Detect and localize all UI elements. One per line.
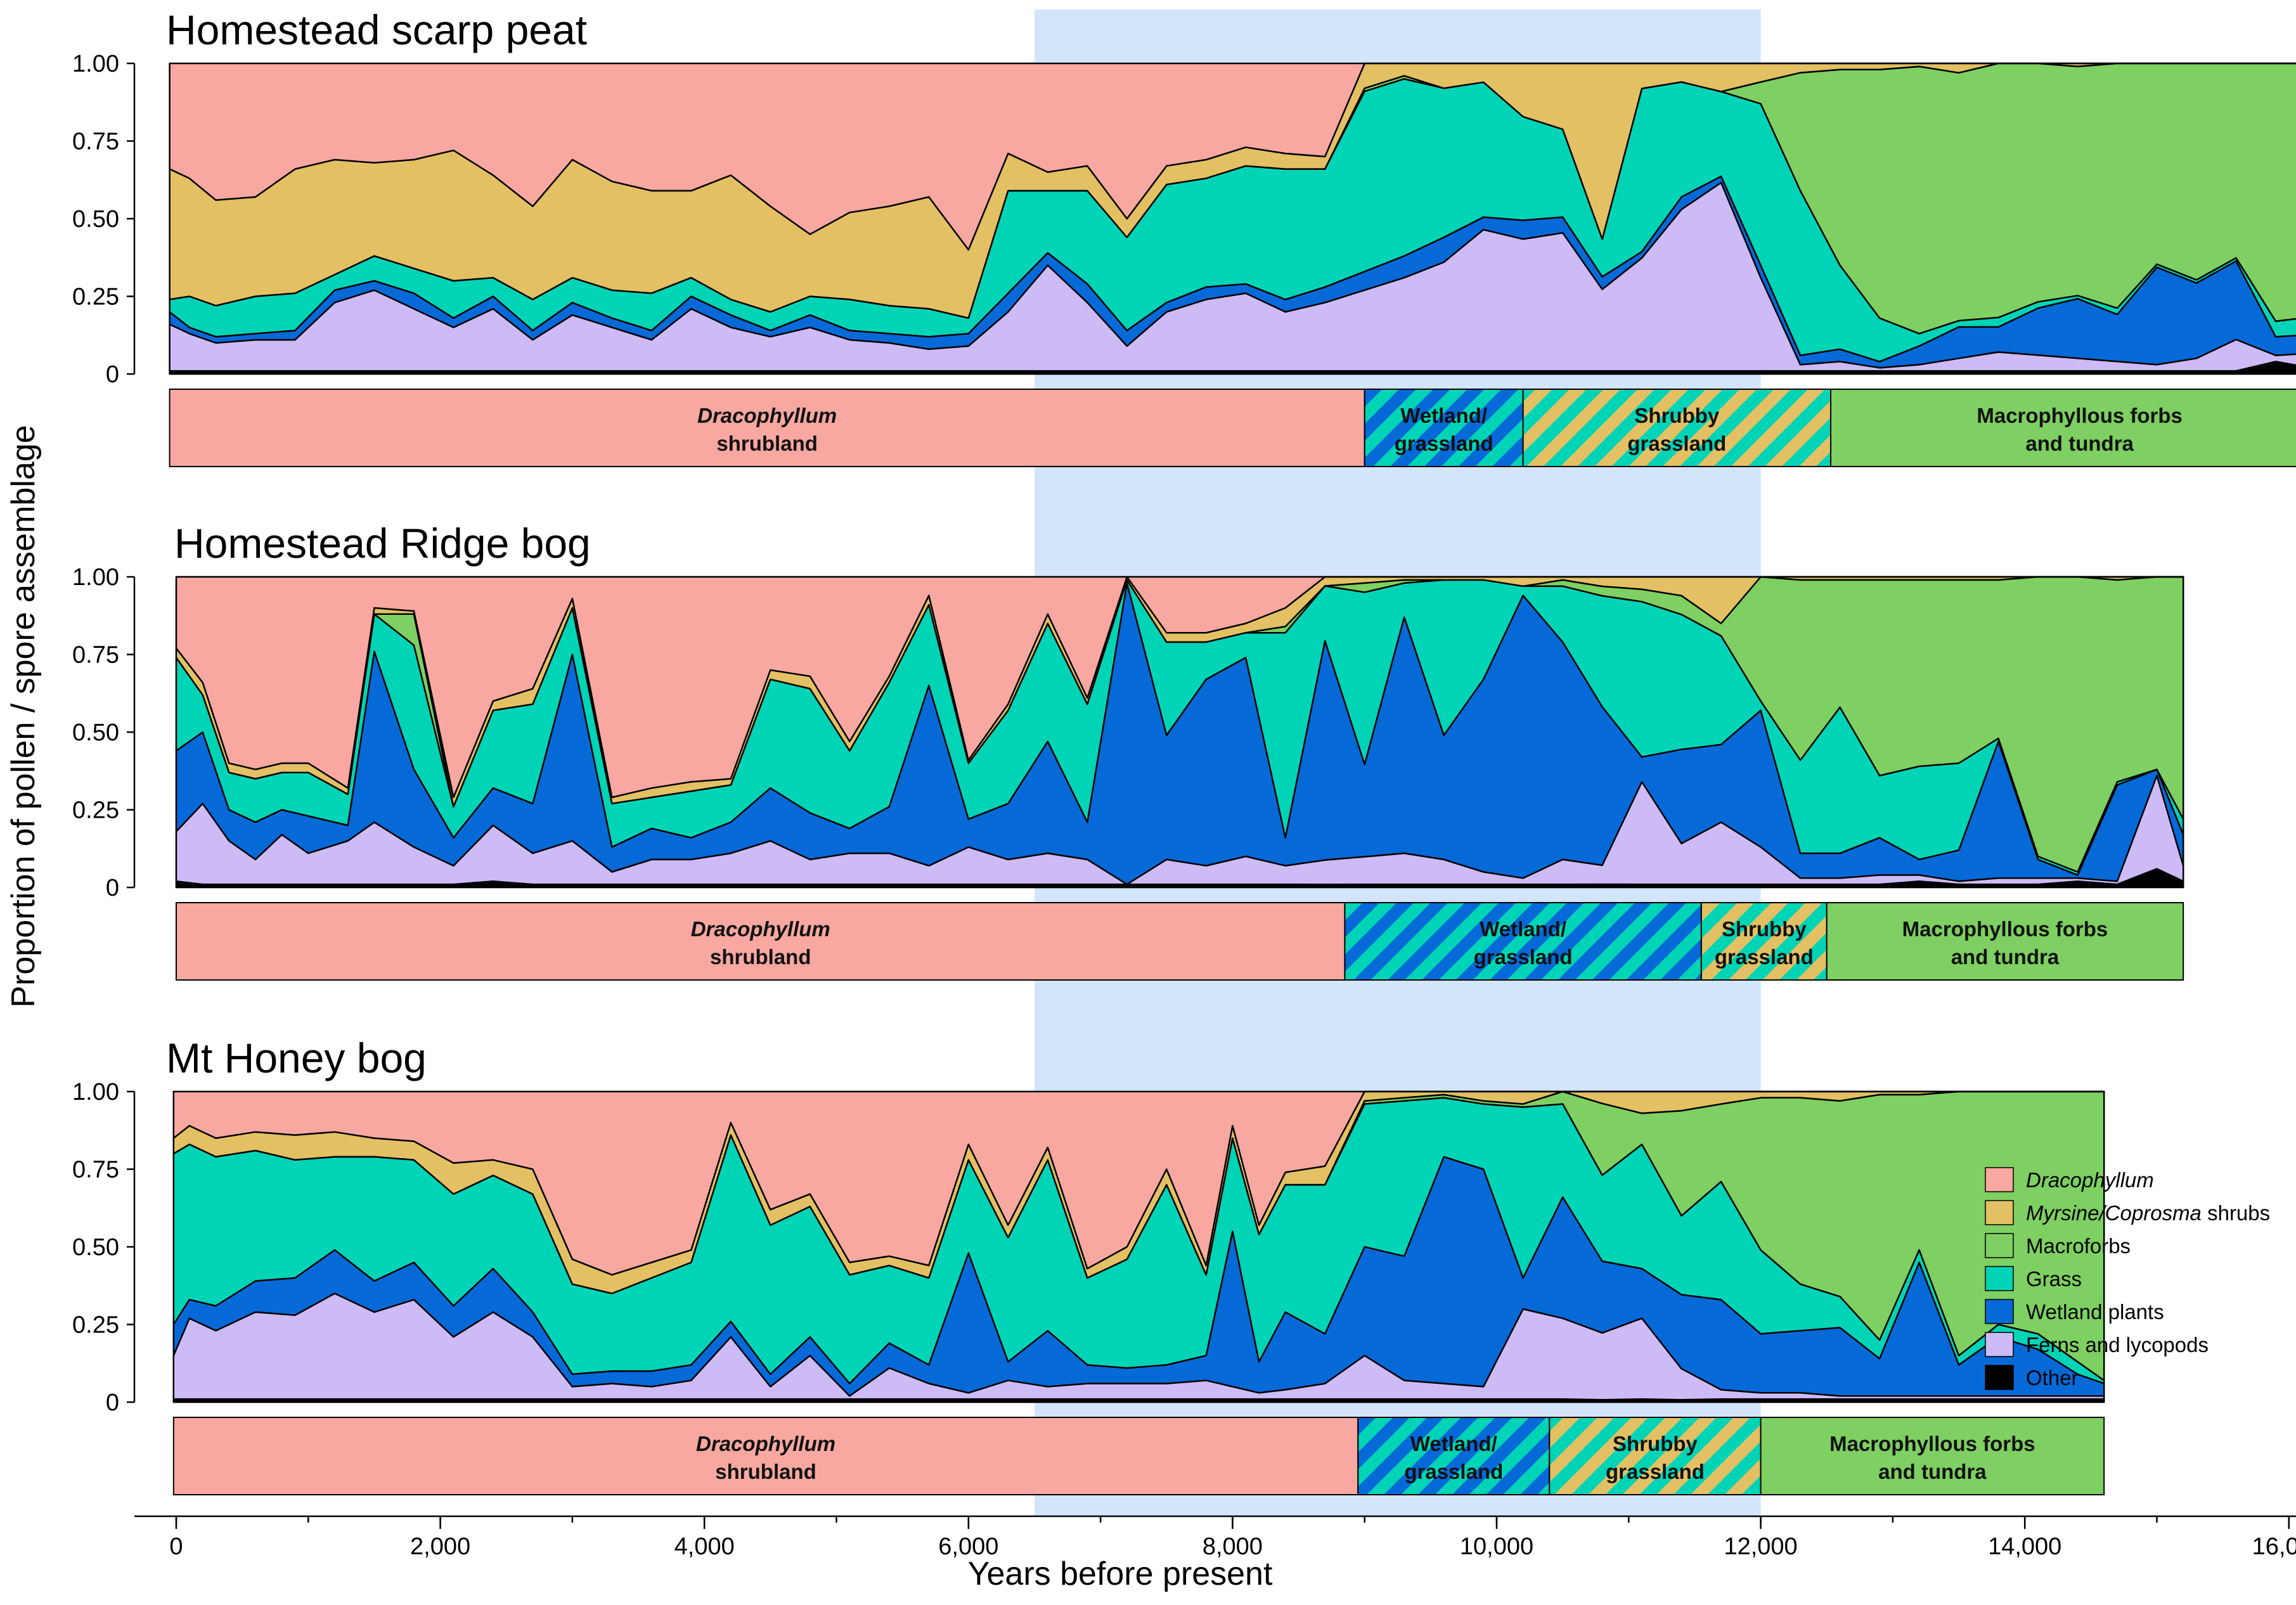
zone-label-line2: grassland (1474, 945, 1573, 969)
panels-layer: Homestead scarp peat 0 0.25 0.50 0.75 1.00 Dra… (72, 6, 2296, 1495)
zone-label-line1: Macrophyllous forbs (1977, 404, 2183, 427)
zone-box (169, 389, 1365, 467)
panel-title: Homestead Ridge bog (174, 520, 591, 567)
y-tick-label: 0.75 (72, 1157, 119, 1183)
y-tick-label: 0.25 (72, 1312, 119, 1339)
y-tick-label: 0.25 (72, 284, 119, 311)
zone-label-line1: Wetland/ (1480, 917, 1566, 941)
panel-title: Homestead scarp peat (166, 6, 587, 53)
x-tick-label: 8,000 (1203, 1533, 1263, 1560)
y-tick-label: 1.00 (72, 564, 119, 591)
zone-label-line1: Macrophyllous forbs (1902, 917, 2108, 941)
panel-title: Mt Honey bog (166, 1035, 427, 1081)
x-tick-label: 10,000 (1460, 1533, 1533, 1560)
y-axis-title: Proportion of pollen / spore assemblage (5, 425, 42, 1007)
x-axis: 0 2,000 4,000 6,000 8,000 10,000 12,000 14,000 1… (134, 1515, 2296, 1560)
y-tick-label: 1.00 (72, 51, 119, 77)
plot-frame (176, 576, 2184, 888)
zone-label-line2: and tundra (1878, 1460, 1987, 1483)
legend-label-wetland: Wetland plants (2026, 1300, 2164, 1324)
x-tick-label: 2,000 (410, 1533, 470, 1560)
y-axis: 0 0.25 0.50 0.75 1.00 (72, 1079, 136, 1416)
y-tick-label: 0.75 (72, 129, 119, 155)
zone-label-line1: Dracophyllum (696, 1432, 835, 1455)
stacked-areas (172, 1090, 2105, 1403)
zone-box (1522, 389, 1831, 467)
legend-label-grass: Grass (2026, 1267, 2082, 1291)
zone-box (1364, 389, 1524, 467)
legend-swatch-macroforbs (1985, 1233, 2014, 1258)
zone-label-line1: Wetland/ (1410, 1432, 1497, 1455)
zone-box (1700, 902, 1828, 981)
zone-box (1760, 1417, 2105, 1495)
y-tick-label: 0.75 (72, 642, 119, 669)
panel-homestead-ridge-bog: Homestead Ridge bog 0 0.25 0.50 0.75 1.00 Drac… (72, 520, 2184, 981)
legend-swatch-ferns (1985, 1332, 2014, 1357)
legend-label-ferns: Ferns and lycopods (2026, 1333, 2209, 1357)
zone-label-line2: shrubland (710, 945, 811, 969)
x-tick-label: 12,000 (1724, 1533, 1797, 1560)
y-axis: 0 0.25 0.50 0.75 1.00 (72, 51, 136, 388)
zone-label-line1: Shrubby (1613, 1432, 1698, 1455)
y-tick-label: 0.50 (72, 206, 119, 233)
legend-swatch-myrsine (1985, 1200, 2014, 1225)
zone-label-line2: shrubland (716, 432, 818, 455)
zone-label-line2: grassland (1395, 432, 1493, 455)
zone-label-line2: and tundra (2025, 432, 2134, 455)
plot-frame (172, 1091, 2105, 1403)
y-tick-label: 1.00 (72, 1079, 119, 1105)
zone-label-line1: Wetland/ (1400, 404, 1487, 427)
zone-label-line1: Macrophyllous forbs (1829, 1432, 2035, 1455)
zone-label-line2: and tundra (1951, 945, 2060, 969)
legend-swatch-dracophyllum (1985, 1167, 2014, 1192)
zone-bar: Dracophyllum shrubland Wetland/grassland Sh… (176, 902, 2184, 981)
zone-label-line2: grassland (1715, 945, 1814, 969)
y-tick-label: 0.25 (72, 797, 119, 824)
x-tick-label: 16,000 (2252, 1533, 2296, 1560)
panel-mt-honey-bog: Mt Honey bog 0 0.25 0.50 0.75 1.00 Dracophyllu… (72, 1035, 2105, 1495)
zone-label-line2: grassland (1627, 432, 1726, 455)
plot-frame (169, 63, 2296, 375)
zone-bar: Dracophyllum shrubland Wetland/grassland Sh… (172, 1417, 2105, 1495)
zone-label-line1: Shrubby (1722, 917, 1807, 941)
zone-box (1344, 902, 1702, 981)
y-tick-label: 0.50 (72, 719, 119, 746)
legend: Dracophyllum Myrsine/Coprosma shrubs Macro… (1985, 1167, 2270, 1390)
y-tick-label: 0.50 (72, 1234, 119, 1261)
panel-homestead-scarp-peat: Homestead scarp peat 0 0.25 0.50 0.75 1.00 Dra… (72, 6, 2296, 467)
zone-label-line2: grassland (1606, 1460, 1705, 1483)
y-axis: 0 0.25 0.50 0.75 1.00 (72, 564, 136, 901)
x-tick-label: 6,000 (938, 1533, 998, 1560)
zone-label-line1: Dracophyllum (691, 917, 830, 941)
legend-swatch-wetland (1985, 1299, 2014, 1324)
legend-label-dracophyllum: Dracophyllum (2026, 1168, 2154, 1192)
legend-swatch-other (1985, 1365, 2014, 1390)
legend-swatch-grass (1985, 1266, 2014, 1291)
legend-label-myrsine: Myrsine/Coprosma shrubs (2026, 1201, 2270, 1225)
zone-label-line2: grassland (1404, 1460, 1503, 1483)
zone-label-line1: Shrubby (1634, 404, 1719, 427)
zone-label-line1: Dracophyllum (697, 404, 837, 427)
legend-label-other: Other (2026, 1366, 2079, 1389)
zone-box (176, 902, 1346, 981)
legend-label-macroforbs: Macroforbs (2026, 1234, 2131, 1258)
zone-box (1549, 1417, 1762, 1495)
zone-box (1826, 902, 2184, 981)
x-tick-label: 14,000 (1988, 1533, 2061, 1560)
x-tick-label: 0 (169, 1533, 183, 1560)
zone-box (1829, 389, 2296, 467)
x-axis-title: Years before present (968, 1556, 1273, 1592)
y-tick-label: 0 (106, 875, 119, 901)
stacked-areas (169, 62, 2296, 375)
y-tick-label: 0 (106, 1389, 119, 1416)
zone-bar: Dracophyllum shrubland Wetland/grassland Sh… (169, 389, 2296, 467)
stacked-areas (175, 576, 2184, 889)
zone-label-line2: shrubland (715, 1460, 816, 1483)
x-tick-label: 4,000 (674, 1533, 735, 1560)
zone-box (1357, 1417, 1551, 1495)
zone-box (172, 1417, 1359, 1495)
y-tick-label: 0 (106, 361, 119, 388)
